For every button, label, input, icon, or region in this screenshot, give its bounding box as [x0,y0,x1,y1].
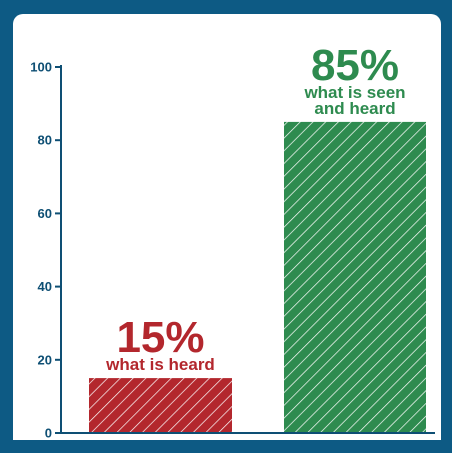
bars [89,121,426,434]
y-tick-label: 20 [38,352,52,367]
chart-panel: 0 20 40 60 80 100 what is heard 15% and heard wh… [13,14,441,440]
bar-what-is-seen-and-heard [284,121,426,434]
bar-description-label: what is seen [303,83,405,102]
bar-value-label: 15% [116,313,204,362]
axes [55,65,435,434]
y-tick-label: 100 [30,60,52,75]
bar-description-label: what is heard [105,355,215,374]
y-tick-label: 40 [38,279,52,294]
bar-description-label: and heard [314,99,395,118]
y-tick-label: 80 [38,133,52,148]
y-axis-ticks: 0 20 40 60 80 100 [30,60,61,441]
y-tick-label: 0 [45,426,52,441]
y-tick-label: 60 [38,206,52,221]
bar-what-is-heard [89,378,232,433]
bar-value-label: 85% [311,41,399,90]
